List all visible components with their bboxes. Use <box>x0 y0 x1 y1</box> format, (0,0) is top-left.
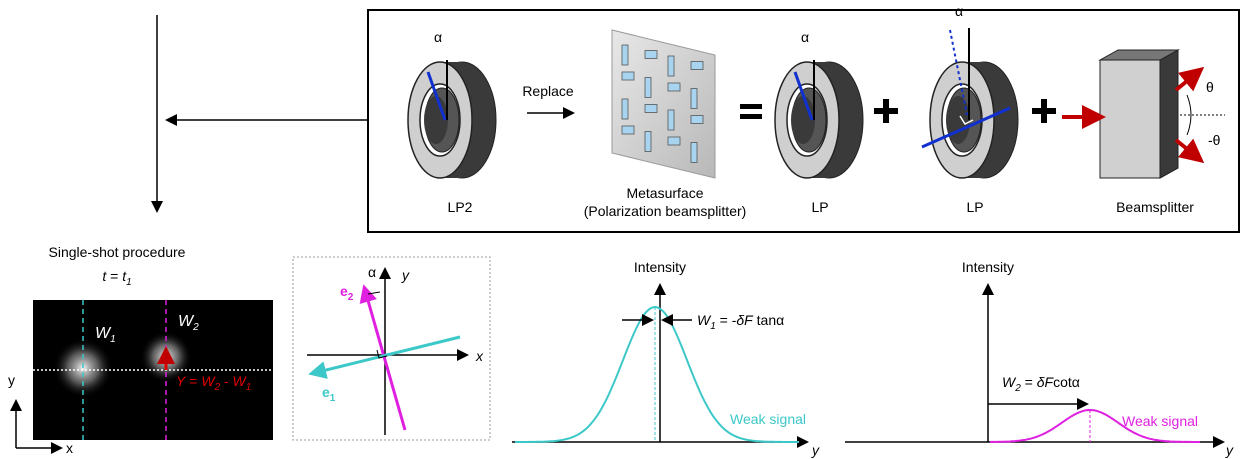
nanopillar <box>622 45 628 65</box>
alpha-label: α <box>368 264 376 280</box>
alpha-label: α <box>434 29 442 45</box>
lp-label: LP <box>811 199 828 215</box>
plus-sign <box>1032 99 1056 123</box>
nanopillar <box>691 143 697 163</box>
shift-label: W2 = δFcotα <box>1002 374 1080 394</box>
metasurface-label: (Polarization beamsplitter) <box>584 203 747 219</box>
nanopillar <box>691 62 703 70</box>
replace-label: Replace <box>522 83 574 99</box>
axis-label: Intensity <box>634 259 686 275</box>
nanopillar <box>668 83 680 91</box>
panel-title: Single-shot procedure <box>49 244 186 260</box>
axis-label: Intensity <box>962 259 1014 275</box>
axis-label: x <box>66 440 73 456</box>
nanopillar <box>622 126 634 134</box>
shift-label: W1 = -δF tanα <box>697 312 784 332</box>
axis-label: y <box>811 442 820 458</box>
e1-label: e1 <box>322 384 336 404</box>
axis-label: x <box>475 348 484 364</box>
nanopillar <box>691 89 697 109</box>
nanopillar <box>645 105 657 113</box>
metasurface-label: Metasurface <box>626 185 703 201</box>
theta-label: θ <box>1206 79 1214 95</box>
nanopillar <box>668 110 674 130</box>
lp-icon-rotated: α <box>922 3 1018 178</box>
legend-label: Weak signal <box>1122 413 1198 429</box>
camera-image <box>33 300 273 440</box>
nanopillar <box>645 78 651 98</box>
figure: α LP2 Replace Metasurface (Polarization … <box>0 0 1246 459</box>
basis-panel <box>293 257 490 440</box>
lp-label: LP <box>966 199 983 215</box>
e2-label: e2 <box>340 283 354 303</box>
equals-sign <box>740 104 762 119</box>
plus-sign <box>874 99 898 123</box>
nanopillar <box>622 99 628 119</box>
alpha-label: α <box>955 3 963 19</box>
lp2-label: LP2 <box>448 199 473 215</box>
lp2-icon: α <box>408 29 496 178</box>
alpha-label: α <box>801 29 809 45</box>
metasurface-icon <box>612 30 715 178</box>
nanopillar <box>668 137 680 145</box>
theta-label: -θ <box>1208 132 1221 148</box>
axis-label: y <box>1225 442 1234 458</box>
axis-label: y <box>401 267 410 283</box>
time-label: t = t1 <box>102 268 131 288</box>
beamsplitter-label: Beamsplitter <box>1116 199 1194 215</box>
nanopillar <box>645 132 651 152</box>
legend-label: Weak signal <box>730 411 806 427</box>
beamsplitter-icon: θ -θ <box>1062 50 1225 178</box>
nanopillar <box>645 51 657 59</box>
axis-label: y <box>8 372 15 388</box>
nanopillar <box>668 56 674 76</box>
lp-icon: α <box>775 29 863 178</box>
angle-arc <box>368 292 380 294</box>
nanopillar <box>691 116 703 124</box>
nanopillar <box>622 72 634 80</box>
